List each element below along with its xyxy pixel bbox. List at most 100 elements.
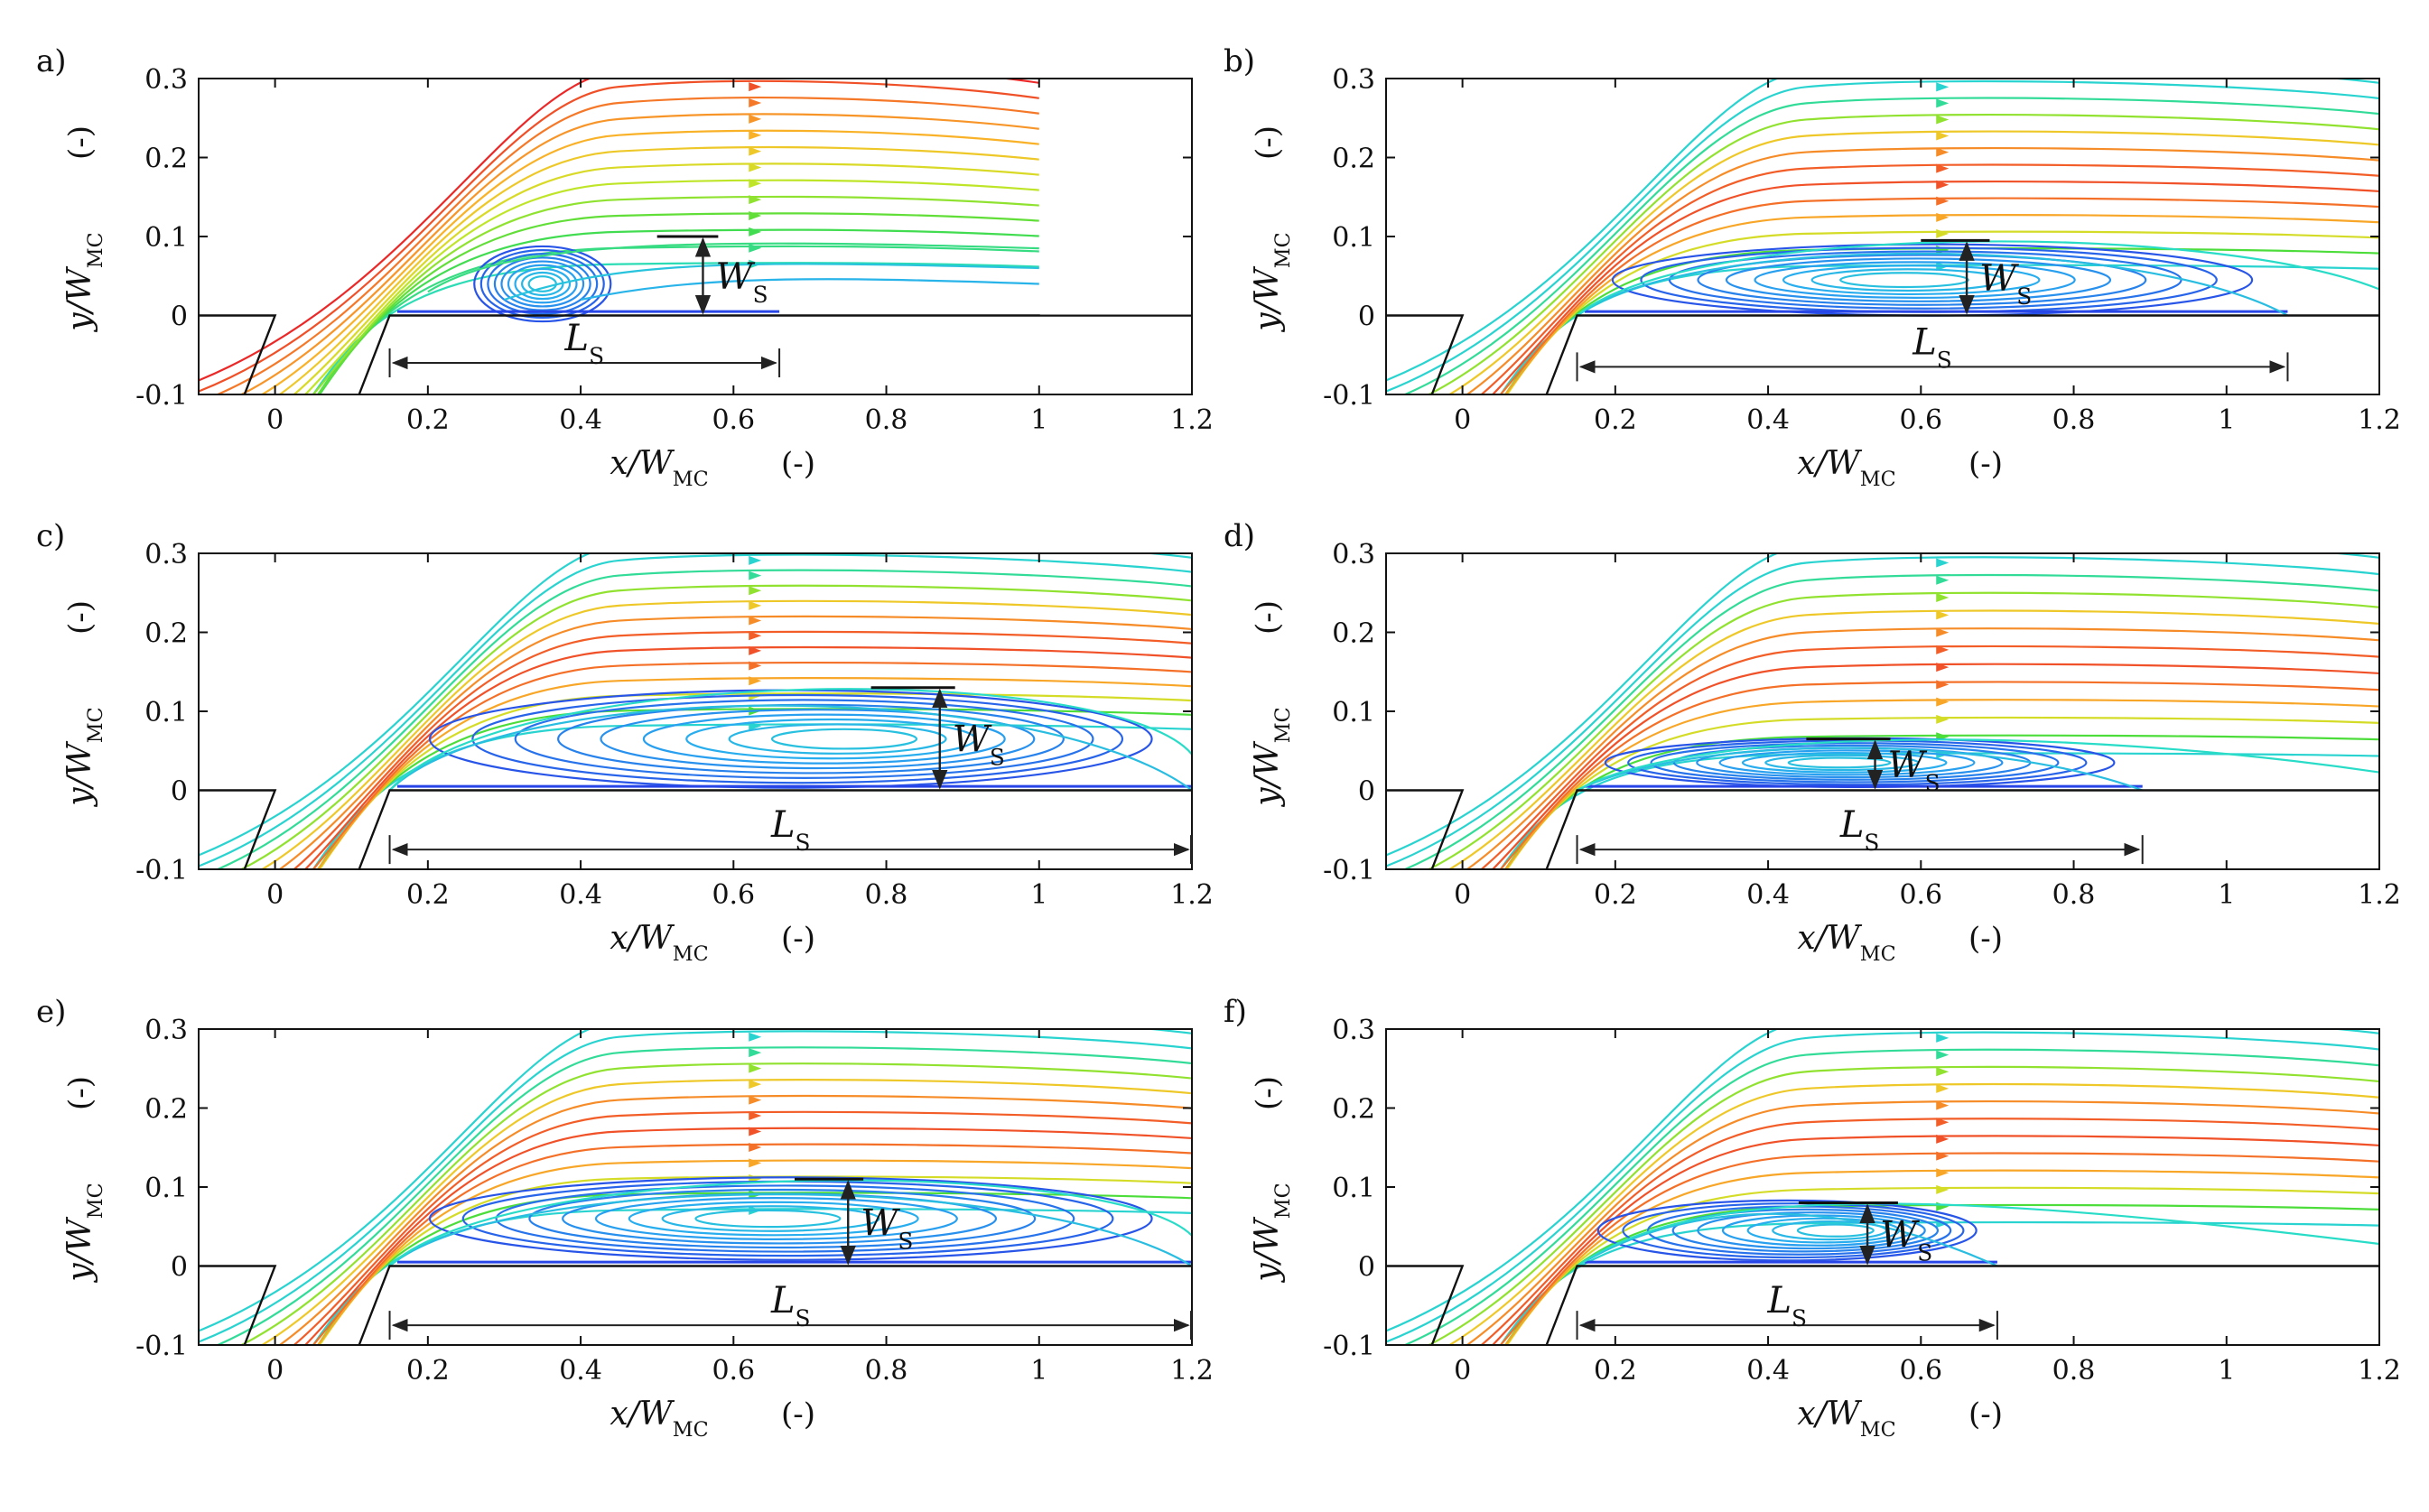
separation-length-label: LS [1839,804,1880,856]
vortex-loop [473,245,612,323]
streamline [199,79,1039,393]
x-axis-label: x/WMC [610,1396,708,1442]
y-tick-label: -0.1 [135,1331,188,1362]
streamline [261,599,1192,869]
streamline [1500,1152,2379,1345]
panel-label: e) [36,994,66,1030]
streamline-arrow [749,1048,762,1058]
vortex-loop [493,256,591,311]
streamline-arrow [749,586,762,596]
y-tick-label: 0.2 [1332,144,1375,175]
streamline [580,278,1039,301]
streamline [1429,591,2379,869]
streamline [319,692,1192,869]
streamline-arrow [1936,610,1950,620]
vortex-loop [557,703,1065,775]
y-axis-unit: (-) [1250,600,1286,635]
streamline-arrow [749,1158,762,1168]
streamline-arrow [1936,1184,1950,1194]
y-axis-label-group: y/WMC (-) [61,600,107,808]
streamline [312,195,1039,394]
streamline [1492,181,2379,394]
x-tick-label: 1.2 [1170,1355,1214,1387]
streamline-arrow [1936,66,1949,75]
streamline [1466,1100,2379,1345]
streamline [312,1143,1192,1345]
vortex-loop [514,699,1094,779]
panel-f: f) 0 0.2 0.4 0.6 0.8 1 1.2 -0.1 0 0.1 0.2 0.3 x/WMC (-… [1224,994,2401,1442]
streamline-arrow [749,114,762,124]
main-wall [358,1265,1192,1346]
streamline-arrow [749,1032,762,1042]
streamline-arrow [749,645,762,655]
streamline [1429,113,2379,394]
x-tick-label: 0 [1454,1355,1471,1387]
vortex-loop [500,260,585,308]
x-axis-label: x/WMC [1797,1396,1895,1442]
streamline-arrow [1936,1033,1950,1043]
y-tick-label: 0.3 [1332,64,1375,96]
streamline-arrow [1936,82,1950,92]
streamline [312,662,1192,869]
vortex-loop [1671,1208,1940,1253]
y-tick-label: 0.3 [144,539,188,570]
streamline-arrow [1936,680,1950,690]
streamline [1577,738,2379,792]
main-wall [358,314,1192,395]
streamline [1404,97,2379,394]
inlet-wall-left [199,789,277,870]
panel-label: a) [36,43,67,79]
panel-d: d) 0 0.2 0.4 0.6 0.8 1 1.2 -0.1 0 0.1 0.2 0.3 x/WMC (-… [1224,518,2401,966]
x-tick-label: 0.2 [1594,1355,1637,1387]
x-axis-unit: (-) [1968,446,2003,482]
inlet-wall-left [1386,1265,1465,1346]
streamline-arrow [749,146,762,156]
x-tick-label: 0.8 [2052,404,2096,436]
y-tick-label: 0 [1358,301,1375,333]
y-tick-label: 0.3 [1332,539,1375,570]
streamline-arrow [1936,558,1950,568]
dividing-streamline [1577,747,2144,792]
vortex-loop [528,1188,1037,1249]
x-axis-unit: (-) [781,921,815,957]
streamline-arrow [749,616,762,626]
y-axis-unit: (-) [62,600,98,635]
vortex-loop [514,267,572,301]
channel-geometry [1386,789,2379,870]
streamline-arrow [1936,714,1950,724]
streamline [317,1192,1192,1345]
panel-b: b) 0 0.2 0.4 0.6 0.8 1 1.2 -0.1 0 0.1 0.2 0.3 x/WMC (-… [1224,43,2401,491]
blank-region [1039,79,1191,315]
streamline-arrow [1936,1168,1950,1178]
x-tick-label: 0.8 [2052,879,2096,911]
x-tick-label: 0.4 [1746,404,1790,436]
streamline [241,1062,1192,1345]
streamline-arrow [749,555,762,565]
x-tick-label: 1 [2218,404,2235,436]
x-tick-label: 1 [2218,879,2235,911]
panel-c: c) 0 0.2 0.4 0.6 0.8 1 1.2 -0.1 0 0.1 0.2 0.3 x/WMC (-… [36,518,1214,966]
panel-label: f) [1224,994,1247,1030]
inlet-wall-left [1386,314,1465,395]
y-tick-label: 0.1 [1332,1173,1375,1204]
streamline-arrow [749,97,762,107]
y-tick-label: 0.1 [144,1173,188,1204]
x-axis-unit: (-) [1968,921,2003,957]
streamline [1448,609,2379,869]
x-tick-label: 1.2 [1170,879,1214,911]
streamline-arrow [1936,1118,1950,1127]
channel-geometry [199,314,1192,395]
y-axis-label: y/WMC [61,1183,107,1283]
vortex-loop [1718,749,1976,776]
channel-geometry [199,789,1192,870]
streamline [319,1175,1192,1345]
streamline [1466,627,2379,869]
streamline [317,212,1039,394]
vortex-loop [527,275,557,292]
streamline [1386,79,2379,382]
panel-label: c) [36,518,65,554]
vortex-loop [1787,756,1892,769]
vortex-loop [1725,257,2112,302]
x-tick-label: 0.6 [1899,1355,1942,1387]
vortex-loop [1754,261,2076,299]
